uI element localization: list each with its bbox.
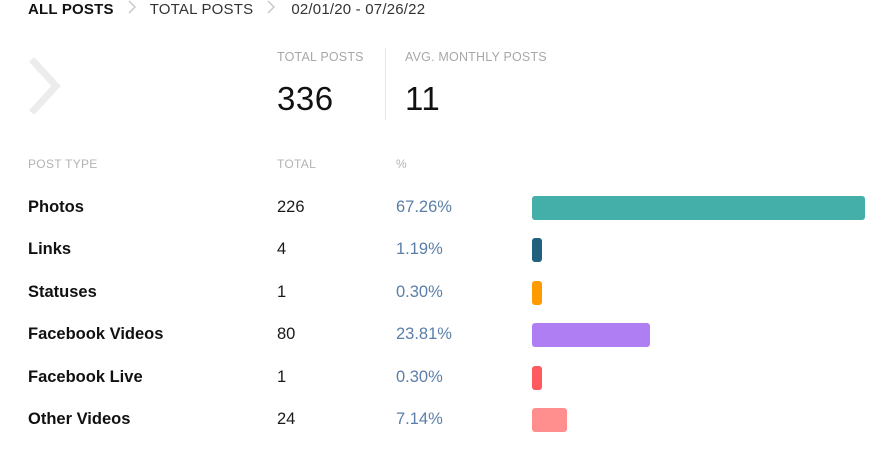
post-type-cell: Facebook Live [28, 368, 143, 386]
percent-cell: 0.30% [396, 368, 443, 386]
percent-cell: 0.30% [396, 283, 443, 301]
total-cell: 1 [277, 368, 287, 386]
total-posts-value: 336 [277, 80, 334, 117]
chevron-right-icon [128, 0, 136, 18]
total-cell: 226 [277, 198, 305, 216]
percent-cell: 23.81% [396, 325, 452, 343]
avg-monthly-posts-value: 11 [405, 80, 441, 117]
share-bar [532, 323, 650, 347]
table-row: Photos 226 67.26% [0, 195, 891, 221]
breadcrumb-all-posts[interactable]: ALL POSTS [28, 0, 114, 18]
share-bar [532, 366, 542, 390]
share-bar [532, 281, 542, 305]
post-type-cell: Facebook Videos [28, 325, 164, 343]
percent-cell: 1.19% [396, 240, 443, 258]
table-row: Statuses 1 0.30% [0, 280, 891, 306]
share-bar [532, 408, 567, 432]
header-percent[interactable]: % [396, 157, 407, 171]
breadcrumb: ALL POSTS TOTAL POSTS 02/01/20 - 07/26/2… [28, 0, 425, 18]
table-row: Facebook Live 1 0.30% [0, 365, 891, 391]
avg-monthly-posts-label: AVG. MONTHLY POSTS [405, 50, 547, 64]
share-bar [532, 196, 865, 220]
date-range[interactable]: 02/01/20 - 07/26/22 [291, 0, 426, 18]
post-type-cell: Statuses [28, 283, 97, 301]
post-type-cell: Links [28, 240, 72, 258]
percent-cell: 7.14% [396, 410, 443, 428]
total-cell: 80 [277, 325, 296, 343]
table-row: Other Videos 24 7.14% [0, 407, 891, 433]
total-posts-label: TOTAL POSTS [277, 50, 364, 64]
table-row: Facebook Videos 80 23.81% [0, 322, 891, 348]
post-type-cell: Photos [28, 198, 84, 216]
total-cell: 24 [277, 410, 296, 428]
chevron-right-icon[interactable] [28, 57, 64, 115]
stat-divider [385, 48, 386, 120]
breadcrumb-total-posts[interactable]: TOTAL POSTS [149, 0, 254, 18]
total-cell: 4 [277, 240, 287, 258]
chevron-right-icon [267, 0, 276, 18]
table-header: POST TYPE TOTAL % [0, 157, 891, 173]
total-cell: 1 [277, 283, 287, 301]
total-posts-stat: TOTAL POSTS 336 [277, 50, 364, 118]
header-post-type[interactable]: POST TYPE [28, 157, 98, 171]
share-bar [532, 238, 542, 262]
header-total[interactable]: TOTAL [277, 157, 317, 171]
table-row: Links 4 1.19% [0, 237, 891, 263]
post-type-cell: Other Videos [28, 410, 131, 428]
percent-cell: 67.26% [396, 198, 452, 216]
avg-monthly-posts-stat: AVG. MONTHLY POSTS 11 [405, 50, 547, 118]
